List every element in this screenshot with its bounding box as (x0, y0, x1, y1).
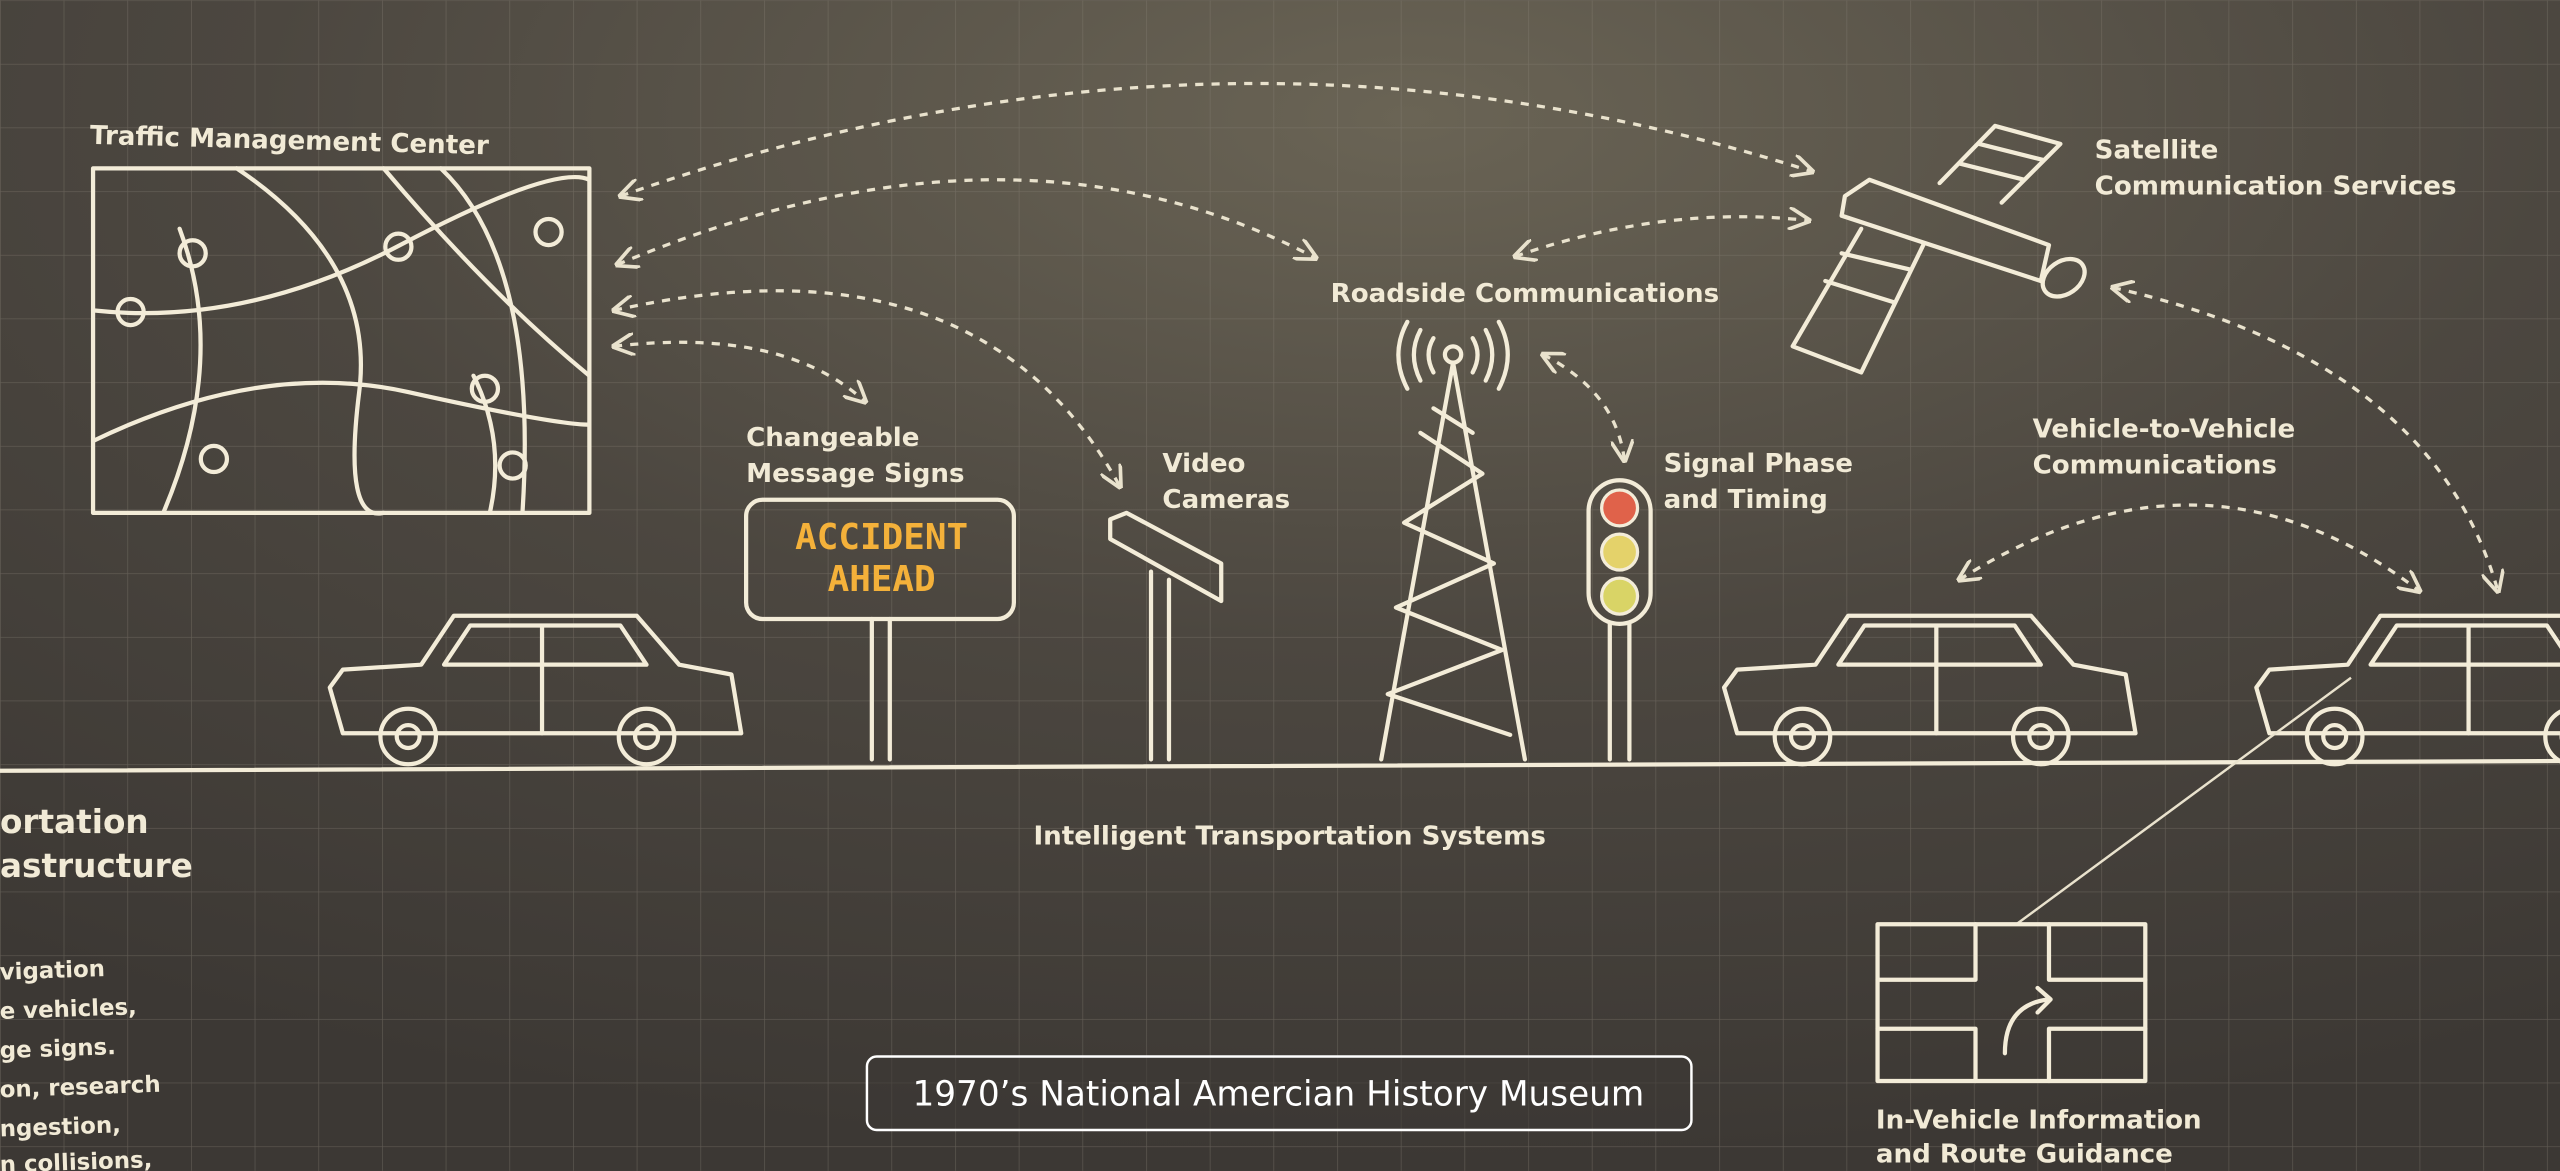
sign-text: AHEAD (828, 559, 936, 600)
page: ACCIDENT AHEAD Traffic Management Center… (0, 0, 2560, 1171)
sign-text: ACCIDENT (795, 517, 968, 558)
node-label: In-Vehicle Information (1876, 1105, 2202, 1135)
panel-text: vigation (0, 956, 105, 986)
panel-text: ngestion, (0, 1112, 121, 1142)
node-label: and Timing (1664, 485, 1828, 515)
node-label: Changeable (746, 423, 919, 453)
caption: 1970’s National Amercian History Museum (912, 1074, 1644, 1114)
node-label: and Route Guidance (1876, 1140, 2173, 1170)
diagram-title: Intelligent Transportation Systems (1033, 821, 1545, 851)
node-label: Communication Services (2095, 171, 2457, 201)
panel-text: ge signs. (0, 1034, 116, 1064)
node-label: Satellite (2095, 136, 2219, 166)
node-label: Vehicle-to-Vehicle (2033, 415, 2296, 445)
node-label: Video (1162, 449, 1245, 479)
panel-text: n collisions, (0, 1147, 153, 1171)
panel-text: e vehicles, (0, 994, 137, 1025)
node-label: Communications (2033, 451, 2277, 481)
node-label: Cameras (1162, 485, 1290, 515)
panel-text: on, research (0, 1072, 161, 1104)
node-label: Message Signs (746, 459, 964, 489)
diagram: ACCIDENT AHEAD Traffic Management Center… (0, 0, 2560, 1171)
panel-heading: astructure (0, 847, 193, 885)
panel-heading: ortation (0, 803, 149, 841)
node-label: Signal Phase (1664, 449, 1853, 479)
node-label: Roadside Communications (1331, 279, 1720, 309)
